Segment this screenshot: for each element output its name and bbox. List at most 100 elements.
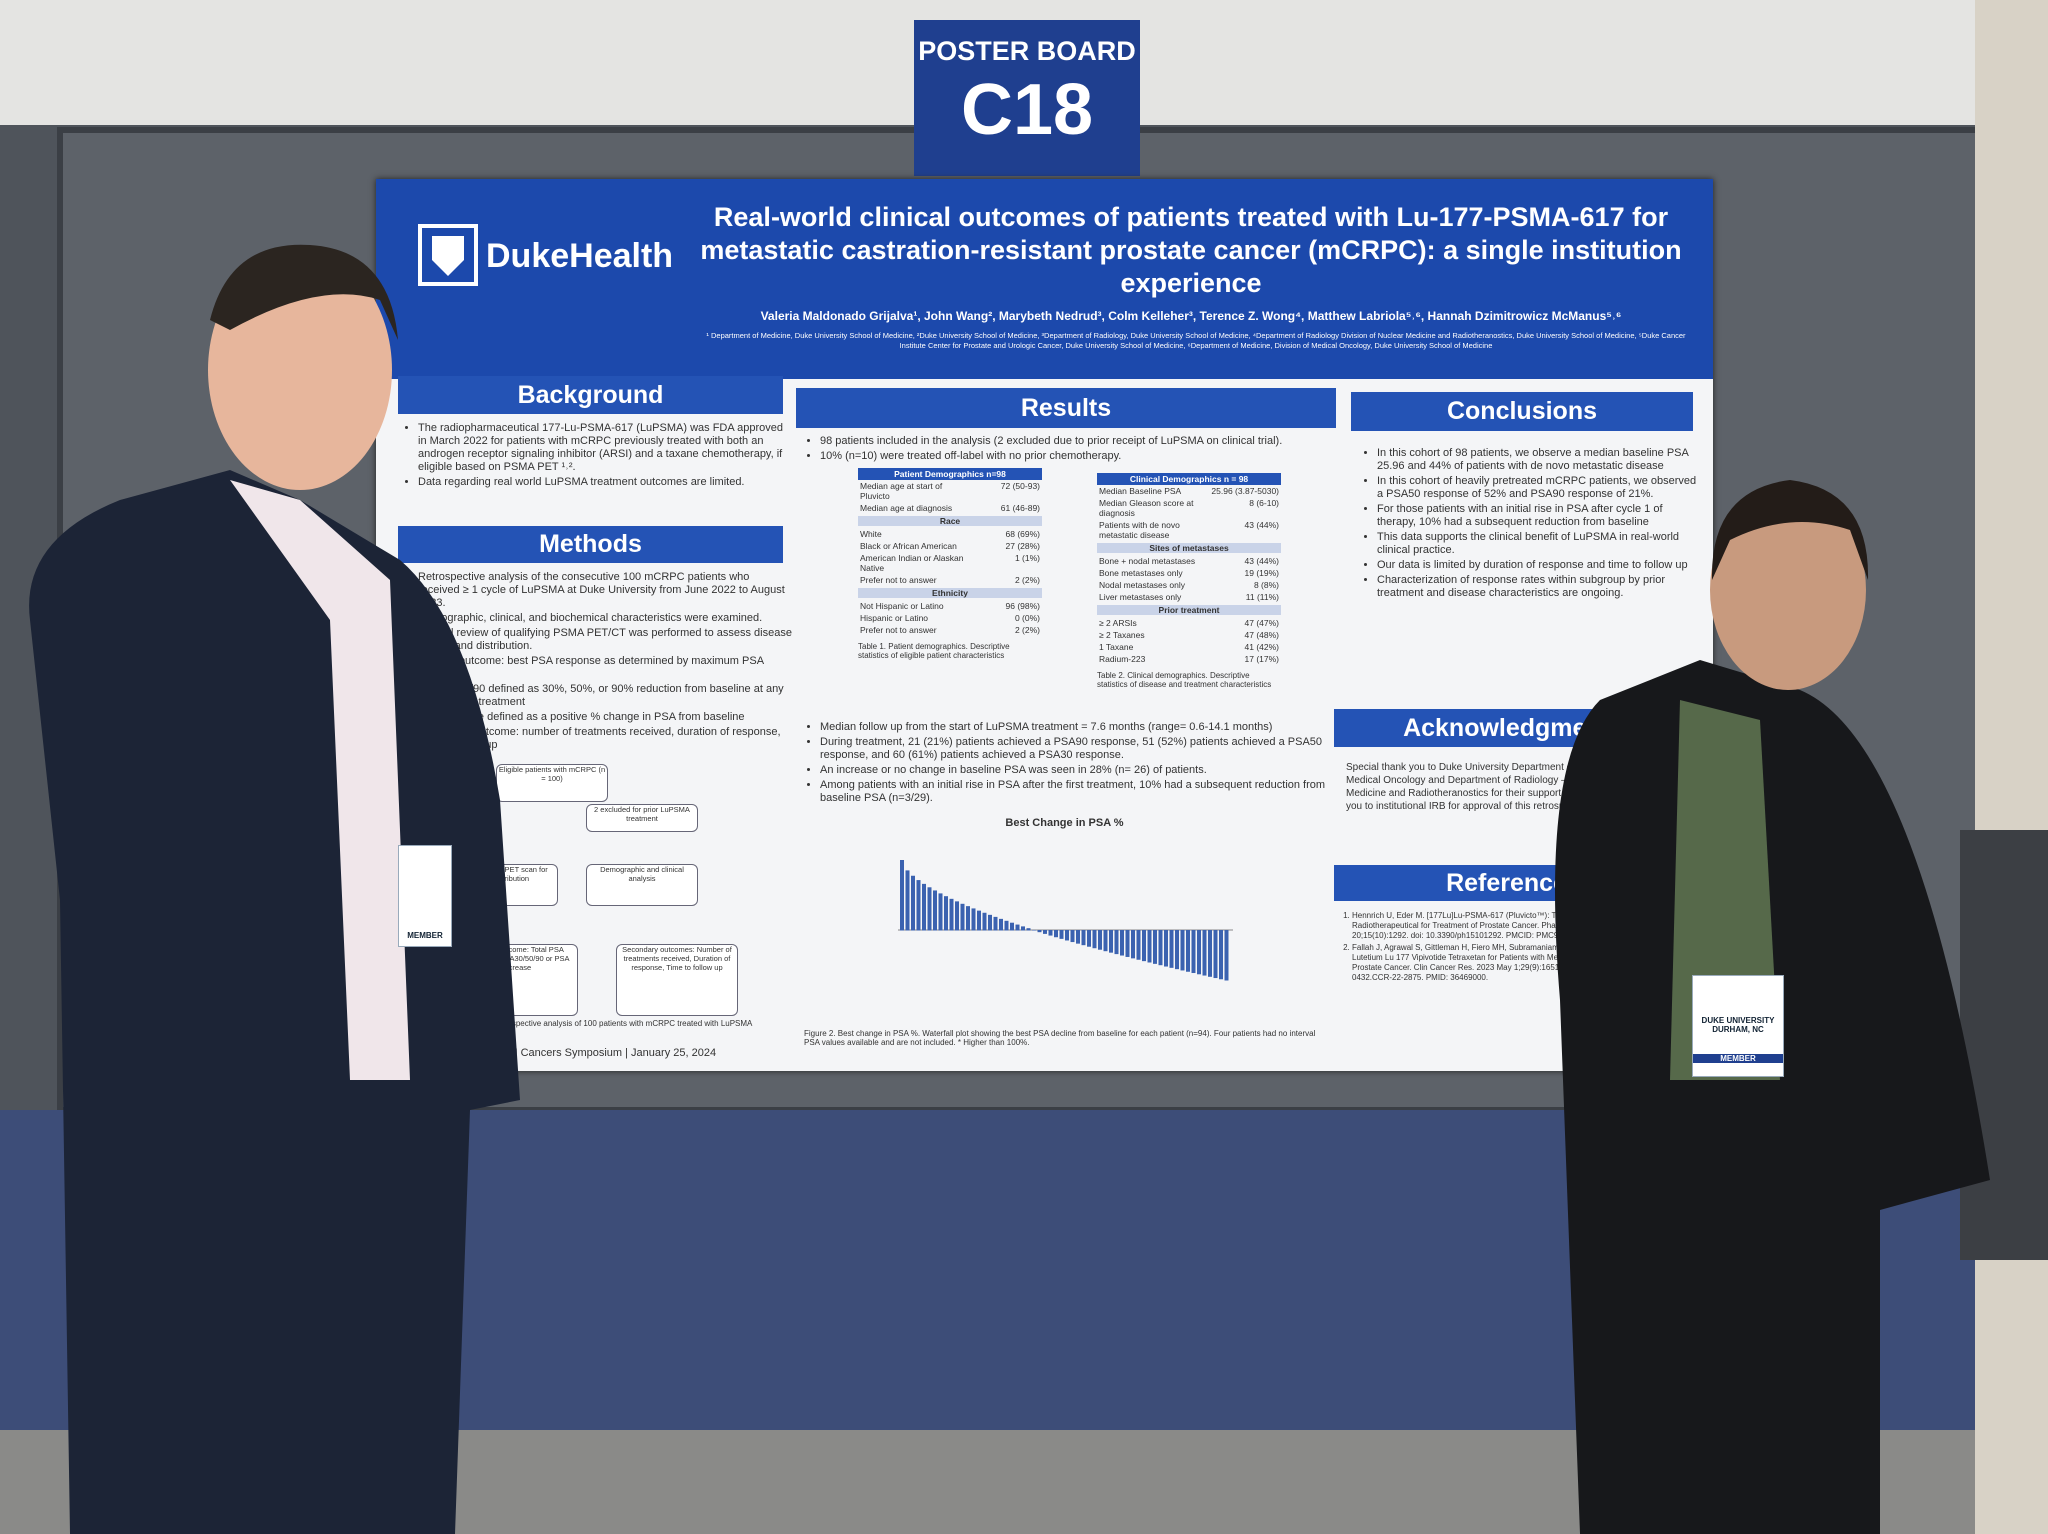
- poster-title: Real-world clinical outcomes of patients…: [700, 202, 1682, 298]
- bullet: An increase or no change in baseline PSA…: [820, 764, 1340, 777]
- table-caption: Table 1. Patient demographics. Descripti…: [858, 642, 1010, 660]
- table-cell: 68 (69%): [1005, 529, 1041, 539]
- reference: Hennrich U, Eder M. [177Lu]Lu-PSMA-617 (…: [1352, 911, 1682, 941]
- bullet: Among patients with an initial rise in P…: [820, 779, 1340, 805]
- plot-bar: [993, 916, 998, 931]
- table-cell: 8 (6-10): [1249, 498, 1279, 508]
- table-cell: 43 (44%): [1244, 556, 1280, 566]
- plot-bar: [1032, 929, 1036, 931]
- table-cell: 1 Taxane: [1099, 642, 1134, 652]
- plot-bar: [1219, 930, 1223, 980]
- plot-bar: [1004, 920, 1009, 931]
- badge-type: MEMBER: [1693, 1054, 1783, 1063]
- sign-code: C18: [960, 70, 1094, 150]
- plot-bar: [982, 912, 987, 931]
- table-cell: Patients with de novo metastatic disease: [1099, 520, 1180, 540]
- table-subheader: Ethnicity: [858, 588, 1042, 598]
- chart-title: Best Change in PSA %: [1005, 817, 1124, 829]
- plot-bar: [1015, 924, 1020, 931]
- conclusions-list: In this cohort of 98 patients, we observ…: [1361, 447, 1697, 602]
- plot-bar: [1191, 930, 1196, 974]
- poster-board-sign: POSTER BOARD C18: [914, 20, 1140, 176]
- table-row: Patients with de novo metastatic disease…: [1097, 519, 1281, 541]
- table-cell: 43 (44%): [1244, 520, 1280, 530]
- table-cell: 17 (17%): [1244, 654, 1280, 664]
- plot-bar: [1043, 930, 1047, 934]
- table-row: Median Baseline PSA 25.96 (3.87-5030): [1097, 485, 1281, 497]
- table-subheader: Race: [858, 516, 1042, 526]
- table-row: American Indian or Alaskan Native 1 (1%): [858, 552, 1042, 574]
- table-cell: 2 (2%): [1014, 625, 1040, 635]
- plot-bar: [955, 901, 959, 931]
- plot-bar: [1103, 930, 1108, 952]
- table-row: Nodal metastases only 8 (8%): [1097, 579, 1281, 591]
- flow-box: 2 excluded for prior LuPSMA treatment: [586, 804, 698, 832]
- background-list: The radiopharmaceutical 177-Lu-PSMA-617 …: [402, 422, 793, 491]
- plot-bar: [1059, 930, 1064, 939]
- plot-bar: [1054, 930, 1058, 938]
- plot-bar: [1037, 930, 1042, 933]
- table-cell: 2 (2%): [1014, 575, 1040, 585]
- table-cell: Black or African American: [860, 541, 957, 551]
- table-cell: Not Hispanic or Latino: [860, 601, 944, 611]
- plot-bar: [1070, 930, 1075, 943]
- logo-icon: [418, 224, 478, 286]
- bullet: PSA increase defined as a positive % cha…: [418, 711, 793, 724]
- table-cell: 19 (19%): [1244, 568, 1280, 578]
- table-cell: 8 (8%): [1253, 580, 1279, 590]
- plot-bar: [1224, 930, 1229, 981]
- table-cell: Radium-223: [1099, 654, 1146, 664]
- table-cell: 25.96 (3.87-5030): [1211, 486, 1279, 496]
- flow-box: Eligible patients with mCRPC (n = 100): [496, 764, 608, 802]
- table-cell: White: [860, 529, 882, 539]
- badge-city: DURHAM, NC: [1712, 1025, 1764, 1034]
- plot-bar: [1010, 922, 1014, 931]
- table-cell: ≥ 2 Taxanes: [1099, 630, 1145, 640]
- table-row: Radium-223 17 (17%): [1097, 653, 1281, 665]
- plot-bar: [1136, 930, 1141, 960]
- plot-bar: [999, 918, 1003, 931]
- plot-bar: [1169, 930, 1174, 968]
- table-title: Clinical Demographics n = 98: [1097, 473, 1281, 485]
- table-row: Bone metastases only 19 (19%): [1097, 567, 1281, 579]
- name-badge: MEMBER: [398, 845, 452, 947]
- bullet: 98 patients included in the analysis (2 …: [820, 435, 1340, 448]
- plot-bar: [1175, 930, 1179, 970]
- references-list: Hennrich U, Eder M. [177Lu]Lu-PSMA-617 (…: [1338, 911, 1682, 985]
- plot-bar: [944, 896, 948, 931]
- table-row: Prefer not to answer 2 (2%): [858, 624, 1042, 636]
- plot-bar: [1092, 930, 1097, 949]
- table-cell: Median age at diagnosis: [860, 503, 953, 513]
- table-row: ≥ 2 ARSIs 47 (47%): [1097, 617, 1281, 629]
- bullet: Median follow up from the start of LuPSM…: [820, 721, 1340, 734]
- table-row: 1 Taxane 41 (42%): [1097, 641, 1281, 653]
- table-title: Patient Demographics n=98: [858, 468, 1042, 480]
- badge-org: DUKE UNIVERSITY: [1701, 1016, 1775, 1025]
- table-cell: Prefer not to answer: [860, 575, 937, 585]
- bullet: Data regarding real world LuPSMA treatme…: [418, 476, 793, 489]
- plot-bar: [988, 914, 992, 931]
- table-row: Hispanic or Latino 0 (0%): [858, 612, 1042, 624]
- table-cell: 47 (48%): [1244, 630, 1280, 640]
- waterfall-plot: [898, 860, 1233, 981]
- plot-bar: [916, 880, 921, 931]
- table-cell: 47 (47%): [1244, 618, 1280, 628]
- table-cell: Median Baseline PSA: [1099, 486, 1182, 496]
- plot-bar: [927, 887, 932, 931]
- table-cell: American Indian or Alaskan Native: [860, 553, 964, 573]
- section-heading: Conclusions: [1351, 392, 1693, 431]
- table-cell: Bone + nodal metastases: [1099, 556, 1196, 566]
- plot-bar: [1142, 930, 1146, 962]
- plot-bar: [1208, 930, 1212, 977]
- table-row: Median age at diagnosis 61 (46-89): [858, 502, 1042, 514]
- plot-bar: [1158, 930, 1163, 966]
- section-heading: Results: [796, 388, 1336, 428]
- flow-box: Secondary outcomes: Number of treatments…: [616, 944, 738, 1016]
- plot-bar: [966, 906, 970, 931]
- table-row: Median Gleason score at diagnosis 8 (6-10…: [1097, 497, 1281, 519]
- bullet: Our data is limited by duration of respo…: [1377, 559, 1697, 572]
- methods-list: Retrospective analysis of the consecutiv…: [402, 571, 793, 754]
- plot-bar: [938, 893, 943, 931]
